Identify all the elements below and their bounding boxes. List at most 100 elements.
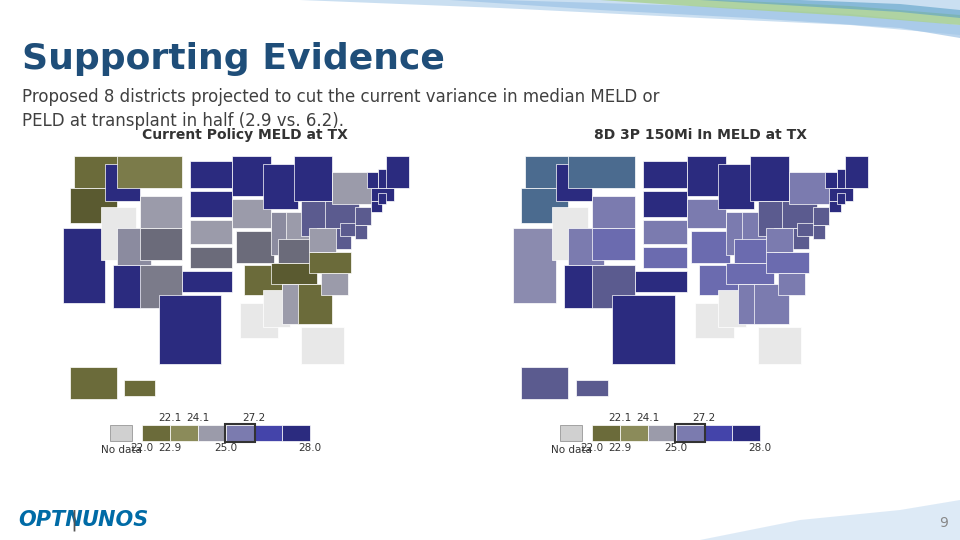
Bar [105, 164, 140, 201]
Bar [371, 201, 382, 212]
Bar [757, 201, 789, 236]
Bar [520, 188, 568, 223]
Bar [282, 284, 309, 324]
Bar [371, 188, 394, 201]
Text: Supporting Evidence: Supporting Evidence [22, 42, 444, 76]
Bar [568, 156, 636, 188]
Bar [612, 295, 675, 364]
Bar [70, 188, 116, 223]
Bar [520, 367, 568, 399]
Bar [140, 266, 182, 308]
Bar [236, 231, 275, 263]
Bar [513, 228, 557, 303]
Text: 22.1: 22.1 [609, 413, 632, 423]
Bar [643, 161, 686, 188]
Bar [718, 289, 746, 327]
Bar [766, 252, 809, 273]
Bar [845, 156, 869, 188]
Text: OPTN: OPTN [18, 510, 83, 530]
Bar [557, 164, 592, 201]
Bar [286, 212, 309, 249]
Bar [726, 263, 774, 284]
Bar [309, 228, 336, 252]
Bar [798, 223, 817, 236]
Bar [592, 196, 636, 228]
Bar [170, 425, 198, 441]
Bar [704, 425, 732, 441]
Text: No data: No data [101, 445, 141, 455]
Text: 25.0: 25.0 [214, 443, 237, 453]
Text: 25.0: 25.0 [664, 443, 687, 453]
Bar [643, 247, 686, 268]
Bar [70, 367, 116, 399]
Bar [837, 193, 845, 204]
Bar [732, 425, 760, 441]
Bar [778, 273, 805, 295]
Text: 28.0: 28.0 [749, 443, 772, 453]
Bar [226, 425, 254, 441]
Bar [757, 327, 802, 364]
Bar [182, 271, 232, 292]
Text: 9: 9 [939, 516, 948, 530]
Bar [686, 199, 726, 228]
Text: 22.0: 22.0 [581, 443, 604, 453]
Bar [726, 212, 754, 255]
Text: 8D 3P 150Mi In MELD at TX: 8D 3P 150Mi In MELD at TX [593, 128, 806, 142]
Bar [378, 193, 386, 204]
Bar [592, 228, 636, 260]
Bar [159, 295, 221, 364]
Bar [676, 425, 704, 441]
Bar [560, 425, 582, 441]
Bar [124, 380, 156, 396]
Bar [116, 228, 152, 266]
Bar [244, 266, 282, 295]
Polygon shape [700, 0, 960, 18]
Text: 22.1: 22.1 [158, 413, 181, 423]
Bar [116, 156, 182, 188]
Bar [321, 273, 348, 295]
Bar [324, 201, 359, 228]
Bar [190, 247, 232, 268]
Bar [301, 201, 332, 236]
Bar [232, 199, 271, 228]
Bar [355, 225, 367, 239]
Text: 27.2: 27.2 [692, 413, 715, 423]
Text: No data: No data [551, 445, 591, 455]
Bar [675, 424, 705, 442]
Bar [140, 196, 182, 228]
Bar [825, 172, 837, 188]
Bar [636, 271, 686, 292]
Bar [750, 156, 789, 201]
Bar [190, 220, 232, 244]
Text: 22.0: 22.0 [131, 443, 154, 453]
Bar [378, 170, 390, 188]
Bar [263, 289, 290, 327]
Text: 24.1: 24.1 [636, 413, 660, 423]
Bar [298, 284, 332, 324]
Bar [340, 223, 359, 236]
Text: 22.9: 22.9 [609, 443, 632, 453]
Bar [309, 252, 351, 273]
Bar [525, 156, 572, 188]
Bar [643, 191, 686, 218]
Bar [813, 225, 825, 239]
Bar [386, 156, 409, 188]
Bar [734, 239, 774, 263]
Text: 27.2: 27.2 [242, 413, 266, 423]
Bar [294, 156, 332, 201]
Bar [278, 239, 317, 263]
Bar [742, 212, 766, 249]
Text: 28.0: 28.0 [299, 443, 322, 453]
Bar [828, 188, 852, 201]
Bar [190, 191, 232, 218]
Polygon shape [600, 0, 960, 25]
Bar [254, 425, 282, 441]
Polygon shape [300, 0, 960, 35]
Bar [568, 228, 604, 266]
Bar [774, 228, 809, 249]
Bar [695, 303, 734, 338]
Bar [686, 156, 726, 196]
Bar [271, 263, 317, 284]
Bar [101, 207, 136, 260]
Bar [225, 424, 255, 442]
